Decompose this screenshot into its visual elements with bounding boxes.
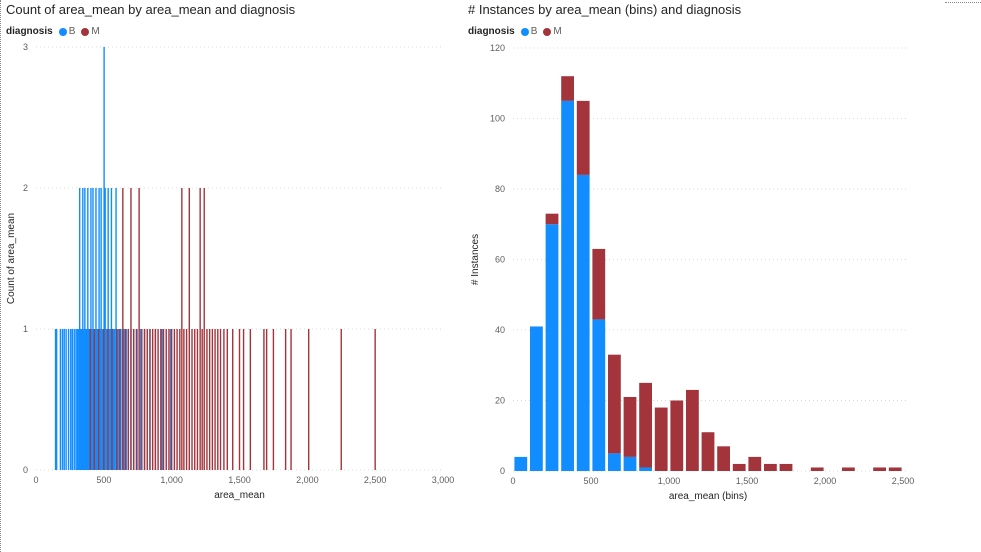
- legend-swatch-m: [543, 27, 552, 36]
- x-tick-label: 0: [510, 476, 515, 486]
- bar-segment-m: [686, 389, 699, 471]
- chart-legend: diagnosis B M: [6, 26, 102, 37]
- legend-item-m[interactable]: M: [543, 26, 562, 37]
- bar-segment-m: [810, 467, 824, 471]
- y-tick-label: 3: [23, 42, 28, 52]
- bar-segment-b: [623, 456, 637, 471]
- y-tick-label: 20: [495, 396, 505, 406]
- legend-swatch-b: [520, 27, 529, 36]
- report-frame-top-border: [945, 2, 981, 3]
- y-tick-label: 0: [500, 466, 505, 476]
- visual-instances-by-bins[interactable]: # Instances by area_mean (bins) and diag…: [468, 0, 981, 552]
- bar-segment-m: [639, 382, 652, 468]
- x-tick-label: 500: [583, 476, 598, 486]
- bar-segment-m: [608, 354, 621, 454]
- bar-segment-b: [545, 224, 559, 471]
- legend-item-b[interactable]: B: [520, 26, 538, 37]
- x-tick-label: 1,000: [160, 475, 183, 485]
- y-tick-label: 1: [23, 324, 28, 334]
- bar-segment-b: [514, 456, 528, 471]
- legend-item-b[interactable]: B: [58, 26, 76, 37]
- y-tick-label: 100: [490, 114, 505, 124]
- chart-plot-area: 0 20 40 60 80 100 120 0 500 1,000 1,500 2,000 2,500 a…: [470, 43, 915, 502]
- legend-item-m[interactable]: M: [81, 26, 100, 37]
- x-tick-label: 2,000: [814, 476, 837, 486]
- legend-title: diagnosis: [6, 26, 53, 37]
- x-tick-label: 3,000: [432, 475, 455, 485]
- legend-label-b: B: [530, 26, 538, 37]
- bar-segment-m: [592, 248, 606, 320]
- bar-segment-m: [545, 213, 559, 225]
- y-axis-title: Count of area_mean: [6, 213, 17, 304]
- x-tick-label: 0: [33, 475, 38, 485]
- bar-segment-m: [873, 467, 886, 471]
- y-tick-label: 2: [23, 183, 28, 193]
- x-tick-label: 2,000: [296, 475, 319, 485]
- x-tick-label: 1,500: [736, 476, 759, 486]
- y-axis-title: # Instances: [470, 234, 481, 285]
- legend-swatch-b: [58, 27, 67, 36]
- bar-segment-b: [608, 453, 621, 471]
- bar-segment-b: [639, 467, 652, 471]
- bar-segment-m: [842, 467, 855, 471]
- bar-segment-m: [654, 407, 668, 471]
- report-frame-left-border: [0, 0, 2, 552]
- bar-segment-m: [701, 432, 715, 471]
- y-tick-label: 60: [495, 255, 505, 265]
- x-tick-label: 1,500: [228, 475, 251, 485]
- y-tick-label: 80: [495, 184, 505, 194]
- bar-segment-b: [576, 174, 590, 471]
- y-tick-label: 0: [23, 465, 28, 475]
- bar-segment-m: [561, 76, 574, 101]
- y-tick-label: 120: [490, 43, 505, 53]
- bar-segment-m: [732, 463, 746, 471]
- x-tick-label: 2,500: [364, 475, 387, 485]
- bar-segment-m: [764, 463, 777, 471]
- chart-title: # Instances by area_mean (bins) and diag…: [468, 2, 742, 17]
- bar-segment-b: [592, 319, 606, 471]
- legend-label-m: M: [91, 26, 100, 37]
- legend-swatch-m: [81, 27, 90, 36]
- legend-title: diagnosis: [468, 26, 515, 37]
- legend-label-m: M: [553, 26, 562, 37]
- x-tick-label: 500: [96, 475, 111, 485]
- bar-segment-m: [779, 463, 793, 471]
- bar-segment-m: [670, 400, 684, 471]
- chart-plot-area: 0 1 2 3 0 500 1,000 1,500 2,000 2,500 3,000 area_me…: [6, 42, 455, 501]
- bar-segment-m: [623, 396, 637, 457]
- bar-segment-m: [748, 456, 762, 471]
- y-tick-label: 40: [495, 325, 505, 335]
- chart-legend: diagnosis B M: [468, 26, 564, 37]
- visual-area-mean-count[interactable]: Count of area_mean by area_mean and diag…: [2, 0, 458, 552]
- x-axis-title: area_mean: [214, 490, 265, 501]
- bar-segment-m: [576, 100, 590, 175]
- bar-segment-b: [530, 326, 543, 471]
- bar-segment-m: [888, 467, 902, 471]
- bar-segment-b: [561, 100, 574, 471]
- bar-segment-m: [717, 446, 730, 471]
- x-tick-label: 1,000: [658, 476, 681, 486]
- x-axis-title: area_mean (bins): [669, 491, 747, 502]
- legend-label-b: B: [68, 26, 76, 37]
- x-tick-label: 2,500: [892, 476, 915, 486]
- chart-title: Count of area_mean by area_mean and diag…: [6, 2, 296, 17]
